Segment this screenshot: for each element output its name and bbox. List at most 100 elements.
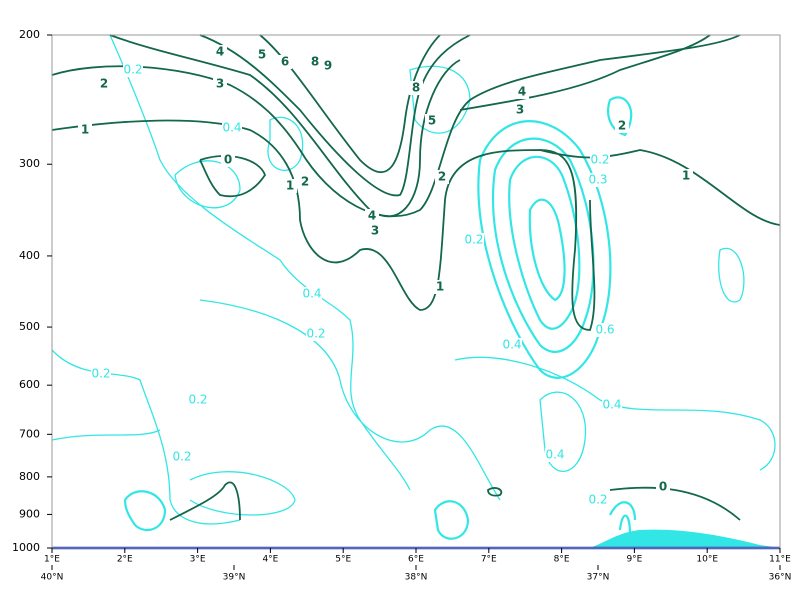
- y-tick-label: 200: [19, 28, 40, 41]
- label-bg: [188, 393, 208, 407]
- x2-tick-label: 36°N: [769, 573, 792, 583]
- label-bg: [590, 153, 610, 167]
- label-bg: [298, 175, 312, 189]
- label-bg: [213, 77, 227, 91]
- contour-label: 0.2: [588, 493, 607, 507]
- contour-label: 0: [659, 480, 667, 494]
- contour-label: 4: [216, 45, 224, 59]
- contour-label: 9: [324, 59, 332, 73]
- x-tick-label: 4°E: [262, 555, 278, 565]
- contour-label: 3: [516, 103, 524, 117]
- contour-label: 0.4: [302, 287, 321, 301]
- contour-label: 0.2: [123, 63, 142, 77]
- terrain: [590, 529, 780, 548]
- contour-line: [433, 500, 470, 540]
- y-tick-label: 500: [19, 320, 40, 333]
- label-bg: [368, 224, 382, 238]
- contour-label: 0.3: [588, 173, 607, 187]
- contour-line: [491, 137, 595, 353]
- label-bg: [365, 209, 379, 223]
- contour-label: 0.2: [464, 233, 483, 247]
- label-bg: [321, 59, 335, 73]
- label-bg: [656, 480, 670, 494]
- x-tick-label: 11°E: [769, 555, 791, 565]
- contour-line: [609, 501, 637, 536]
- x2-tick-label: 39°N: [223, 573, 246, 583]
- label-bg: [302, 287, 322, 301]
- contour-label: 3: [371, 224, 379, 238]
- contour-label: 0.2: [188, 393, 207, 407]
- x-tick-label: 2°E: [117, 555, 133, 565]
- label-bg: [464, 233, 484, 247]
- contour-label: 0.4: [222, 121, 241, 135]
- jet-core: [123, 96, 637, 540]
- label-bg: [502, 338, 522, 352]
- contour-label: 2: [618, 119, 626, 133]
- x-tick-label: 7°E: [481, 555, 497, 565]
- label-bg: [425, 114, 439, 128]
- label-bg: [78, 123, 92, 137]
- contour-line: [51, 119, 781, 311]
- label-bg: [255, 48, 269, 62]
- contour-label: 0: [224, 153, 232, 167]
- label-bg: [213, 45, 227, 59]
- contour-label: 4: [368, 209, 376, 223]
- contour-line: [123, 490, 167, 532]
- contour-label: 1: [436, 280, 444, 294]
- contour-label: 0.2: [306, 327, 325, 341]
- contour-label: 0.6: [595, 323, 614, 337]
- label-bg: [602, 398, 622, 412]
- label-bg: [435, 170, 449, 184]
- label-bg: [278, 55, 292, 69]
- contour-line: [609, 486, 741, 521]
- y-tick-label: 400: [19, 249, 40, 262]
- contour-line: [109, 34, 461, 218]
- contour-label: 4: [518, 85, 526, 99]
- label-bg: [588, 173, 608, 187]
- label-bg: [545, 448, 565, 462]
- label-bg: [409, 81, 423, 95]
- contour-line: [51, 429, 161, 441]
- contour-line: [459, 34, 711, 111]
- x-tick-label: 6°E: [408, 555, 424, 565]
- x2-tick-label: 40°N: [41, 573, 64, 583]
- y-tick-label: 300: [19, 157, 40, 170]
- label-bg: [433, 280, 447, 294]
- label-bg: [97, 77, 111, 91]
- contour-label: 5: [428, 114, 436, 128]
- label-bg: [221, 153, 235, 167]
- contour-line: [189, 471, 296, 516]
- label-bg: [91, 367, 111, 381]
- y-tick-label: 900: [19, 507, 40, 520]
- contour-line: [199, 34, 471, 197]
- contour-label: 8: [311, 55, 319, 69]
- label-bg: [679, 169, 693, 183]
- x2-tick-label: 38°N: [405, 573, 428, 583]
- y-tick-label: 1000: [12, 541, 40, 554]
- contour-label: 0.4: [545, 448, 564, 462]
- label-bg: [222, 121, 242, 135]
- contour-label: 0.2: [172, 450, 191, 464]
- label-bg: [306, 327, 326, 341]
- label-bg: [595, 323, 615, 337]
- contour-label: 0.2: [590, 153, 609, 167]
- x2-tick-label: 37°N: [587, 573, 610, 583]
- contour-label: 6: [281, 55, 289, 69]
- contour-line: [528, 198, 566, 302]
- contour-label: 0.2: [91, 367, 110, 381]
- contour-label: 5: [258, 48, 266, 62]
- contour-label: 3: [216, 77, 224, 91]
- y-tick-label: 800: [19, 470, 40, 483]
- label-bg: [308, 55, 322, 69]
- label-bg: [513, 103, 527, 117]
- contour-label: 2: [100, 77, 108, 91]
- x-tick-label: 5°E: [335, 555, 351, 565]
- contour-label: 1: [682, 169, 690, 183]
- x-tick-label: 8°E: [554, 555, 570, 565]
- contour-line: [539, 391, 587, 473]
- contour-line: [267, 116, 304, 171]
- contour-label: 1: [81, 123, 89, 137]
- x-tick-label: 1°E: [44, 555, 60, 565]
- contour-label: 2: [438, 170, 446, 184]
